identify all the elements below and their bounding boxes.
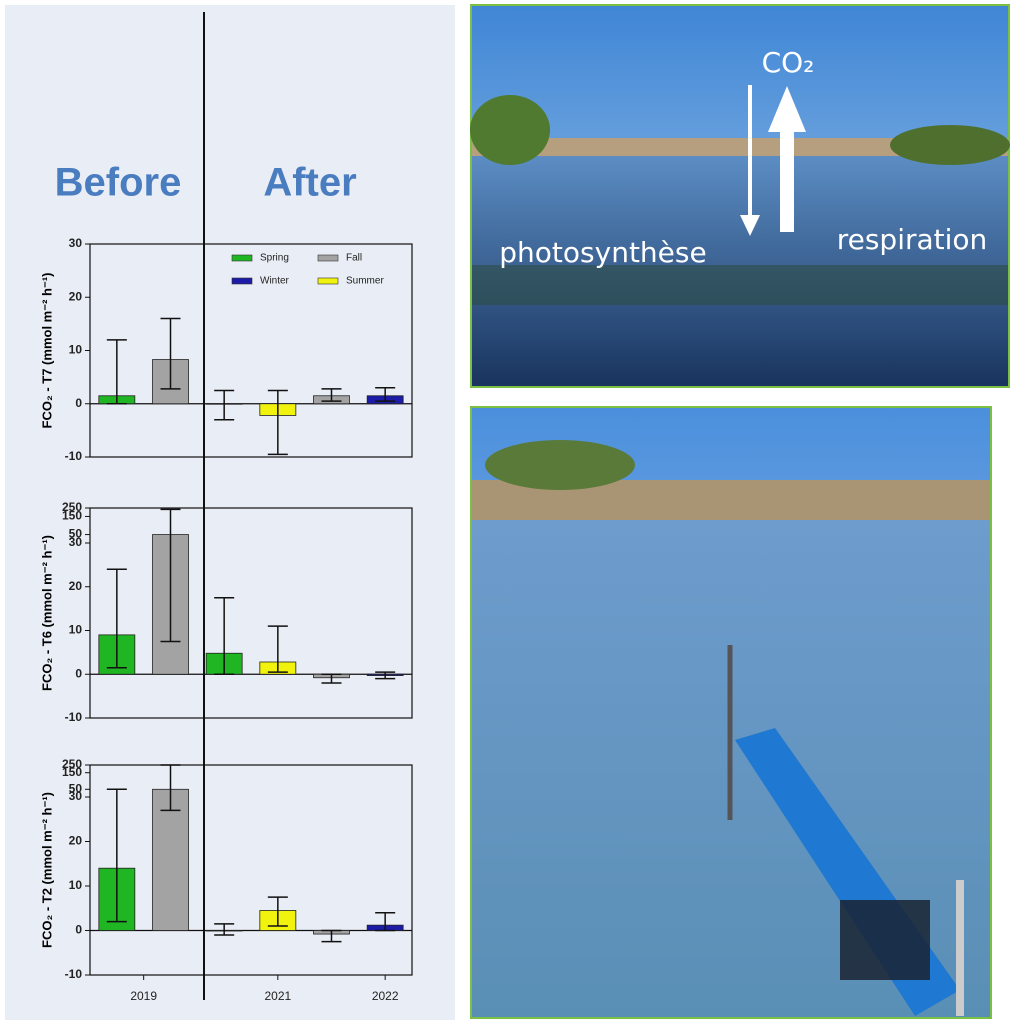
y-tick-label: 20 xyxy=(69,579,83,593)
y-tick-label: 30 xyxy=(69,236,83,250)
y-tick-label: 10 xyxy=(69,343,83,357)
y-tick-label: 0 xyxy=(75,396,82,410)
co2-label: CO₂ xyxy=(762,46,815,79)
before-label: Before xyxy=(55,161,182,205)
y-tick-label: 0 xyxy=(75,666,82,680)
y-axis-label: FCO₂ - T7 (mmol m⁻² h⁻¹) xyxy=(39,273,54,429)
legend-swatch xyxy=(318,278,338,284)
y-tick-label: -10 xyxy=(65,449,83,463)
legend-swatch xyxy=(232,278,252,284)
x-tick-label: 2021 xyxy=(264,989,291,1003)
y-tick-label: 10 xyxy=(69,878,83,892)
legend-label: Fall xyxy=(346,253,362,264)
after-label: After xyxy=(263,161,356,205)
x-tick-label: 2022 xyxy=(372,989,399,1003)
photosynthesis-label: photosynthèse xyxy=(499,236,706,269)
y-tick-label: -10 xyxy=(65,967,83,981)
legend-label: Spring xyxy=(260,253,289,264)
y-tick-label: -10 xyxy=(65,710,83,724)
photo-bottom xyxy=(471,407,991,1018)
legend-swatch xyxy=(232,255,252,261)
legend-label: Winter xyxy=(260,276,290,287)
y-tick-label: 0 xyxy=(75,923,82,937)
y-axis-label: FCO₂ - T2 (mmol m⁻² h⁻¹) xyxy=(39,792,54,948)
y-tick-label: 250 xyxy=(62,500,82,514)
figure: Before After CO₂ photosynthèse respirati… xyxy=(0,0,1010,1020)
respiration-label: respiration xyxy=(837,223,988,256)
y-tick-label: 20 xyxy=(69,834,83,848)
y-tick-label: 50 xyxy=(69,527,83,541)
y-tick-label: 20 xyxy=(69,289,83,303)
photo-top xyxy=(470,5,1010,387)
y-tick-label: 10 xyxy=(69,623,83,637)
y-axis-label: FCO₂ - T6 (mmol m⁻² h⁻¹) xyxy=(39,535,54,691)
legend-swatch xyxy=(318,255,338,261)
x-tick-label: 2019 xyxy=(130,989,157,1003)
legend-label: Summer xyxy=(346,276,384,287)
y-tick-label: 250 xyxy=(62,757,82,771)
y-tick-label: 50 xyxy=(69,781,83,795)
